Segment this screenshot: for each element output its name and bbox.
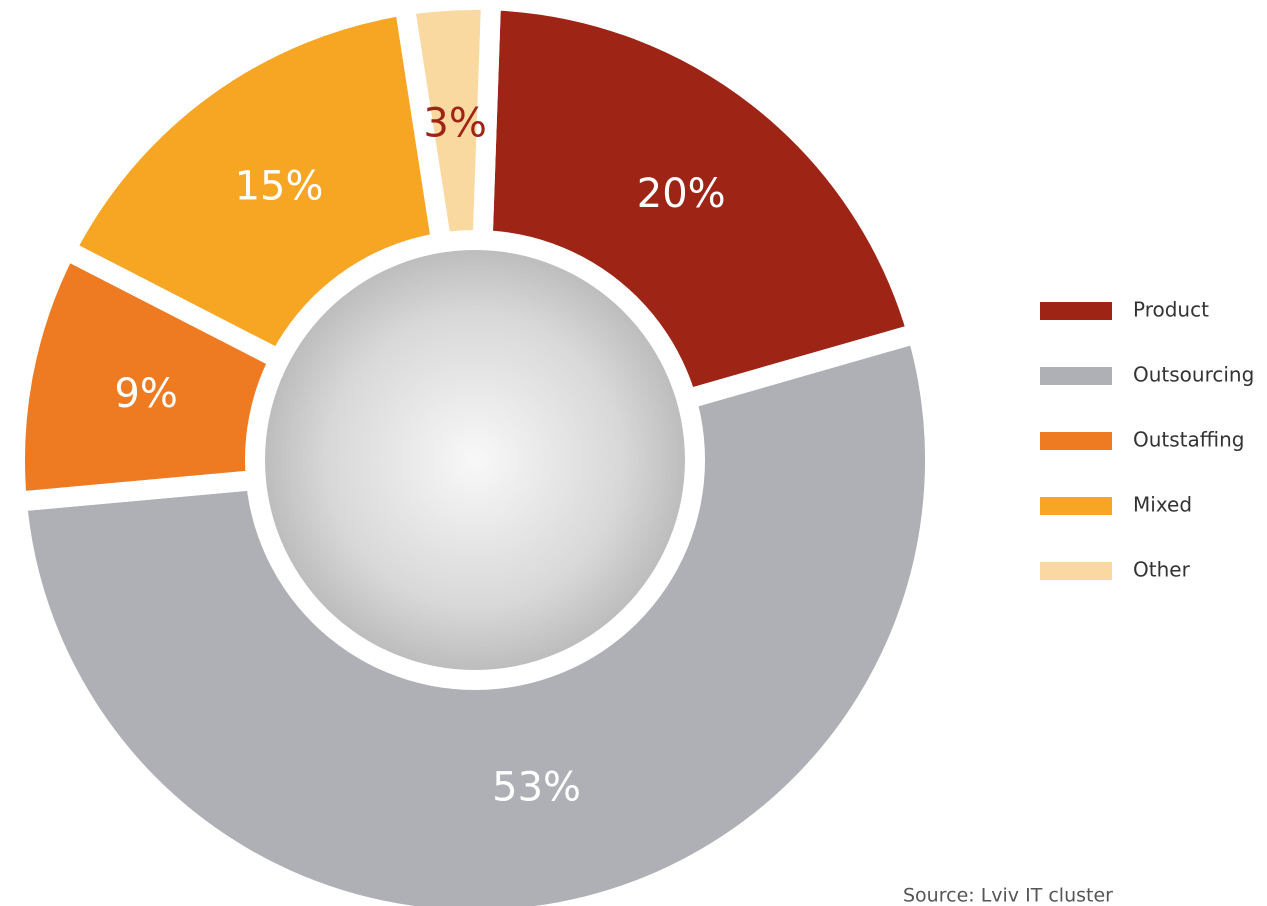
legend-swatch [1040,432,1112,450]
legend-label: Outsourcing [1133,363,1254,387]
legend-swatch [1040,302,1112,320]
legend-label: Product [1133,298,1209,322]
legend-swatch [1040,367,1112,385]
value-label: 15% [235,163,324,209]
value-label: 20% [637,171,726,217]
value-label: 9% [114,371,177,417]
legend-label: Outstaffing [1133,428,1244,452]
center-image [265,250,685,670]
legend-swatch [1040,562,1112,580]
legend-label: Other [1133,558,1191,582]
legend-swatch [1040,497,1112,515]
source: Source: Lviv IT cluster [903,885,1113,906]
value-label: 3% [423,101,486,147]
legend-label: Mixed [1133,493,1192,517]
value-label: 53% [492,764,581,810]
